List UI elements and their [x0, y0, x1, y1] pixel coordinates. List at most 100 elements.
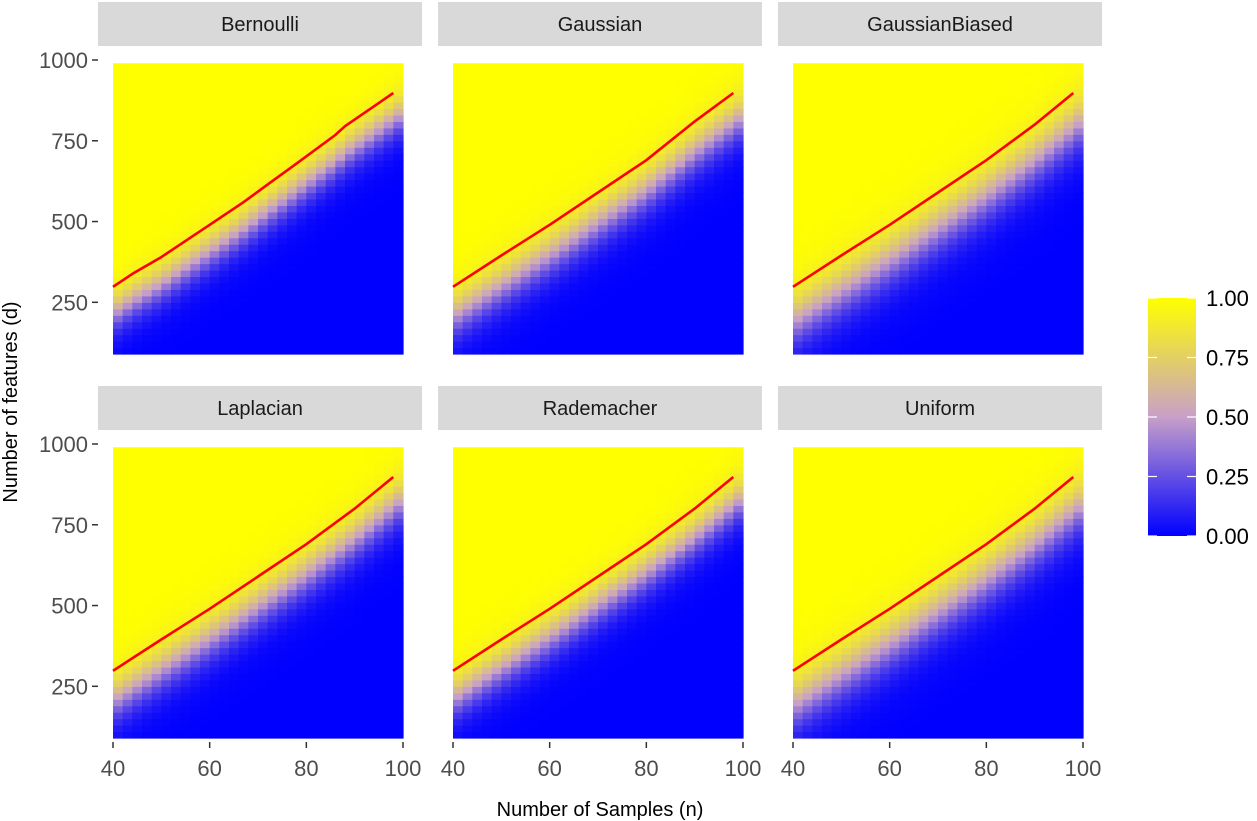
heatmap-cell — [296, 140, 307, 148]
heatmap-cell — [889, 134, 900, 142]
heatmap-cell — [1044, 257, 1055, 265]
heatmap-cell — [229, 595, 240, 603]
heatmap-cell — [209, 237, 220, 245]
heatmap-cell — [607, 69, 618, 77]
heatmap-cell — [870, 218, 881, 226]
heatmap-cell — [335, 192, 346, 200]
heatmap-cell — [161, 257, 172, 265]
heatmap-cell — [462, 231, 473, 239]
heatmap-cell — [578, 205, 589, 213]
heatmap-cell — [161, 537, 172, 545]
heatmap-cell — [1063, 282, 1074, 290]
heatmap-cell — [267, 211, 278, 219]
heatmap-cell — [161, 270, 172, 278]
heatmap-cell — [180, 518, 191, 526]
heatmap-cell — [704, 224, 715, 232]
heatmap-cell — [812, 108, 823, 116]
heatmap-cell — [909, 224, 920, 232]
heatmap-cell — [238, 466, 249, 474]
heatmap-cell — [238, 453, 249, 461]
heatmap-cell — [209, 250, 220, 258]
heatmap-cell — [238, 82, 249, 90]
heatmap-cell — [248, 453, 259, 461]
heatmap-cell — [918, 282, 929, 290]
heatmap-cell — [1044, 205, 1055, 213]
heatmap-cell — [180, 341, 191, 349]
heatmap-cell — [549, 282, 560, 290]
heatmap-cell — [209, 511, 220, 519]
heatmap-cell — [287, 270, 298, 278]
heatmap-cell — [860, 276, 871, 284]
heatmap-cell — [364, 315, 375, 323]
heatmap-cell — [238, 705, 249, 713]
heatmap-cell — [793, 69, 804, 77]
heatmap-cell — [238, 479, 249, 487]
heatmap-cell — [501, 347, 512, 355]
heatmap-cell — [733, 69, 744, 77]
heatmap-cell — [258, 224, 269, 232]
heatmap-cell — [656, 211, 667, 219]
heatmap-cell — [588, 121, 599, 129]
heatmap-cell — [578, 153, 589, 161]
heatmap-cell — [472, 127, 483, 135]
heatmap-cell — [501, 147, 512, 155]
heatmap-cell — [248, 205, 259, 213]
heatmap-cell — [598, 347, 609, 355]
heatmap-cell — [267, 289, 278, 297]
heatmap-cell — [1005, 82, 1016, 90]
heatmap-cell — [1044, 173, 1055, 181]
heatmap-cell — [453, 270, 464, 278]
heatmap-cell — [520, 114, 531, 122]
heatmap-cell — [617, 95, 628, 103]
heatmap-cell — [1015, 108, 1026, 116]
heatmap-cell — [258, 179, 269, 187]
heatmap-cell — [976, 244, 987, 252]
heatmap-cell — [180, 186, 191, 194]
heatmap-cell — [976, 147, 987, 155]
heatmap-cell — [277, 492, 288, 500]
heatmap-cell — [909, 321, 920, 329]
heatmap-cell — [938, 211, 949, 219]
heatmap-cell — [685, 224, 696, 232]
heatmap-cell — [1073, 295, 1084, 303]
heatmap-cell — [656, 224, 667, 232]
heatmap-cell — [482, 63, 493, 71]
heatmap-cell — [938, 95, 949, 103]
heatmap-cell — [1073, 69, 1084, 77]
heatmap-cell — [646, 347, 657, 355]
heatmap-cell — [704, 211, 715, 219]
heatmap-cell — [161, 147, 172, 155]
heatmap-cell — [714, 224, 725, 232]
heatmap-cell — [1025, 276, 1036, 284]
heatmap-cell — [462, 257, 473, 265]
heatmap-cell — [482, 270, 493, 278]
heatmap-cell — [685, 179, 696, 187]
heatmap-cell — [180, 531, 191, 539]
heatmap-cell — [462, 114, 473, 122]
heatmap-cell — [132, 570, 143, 578]
heatmap-cell — [947, 231, 958, 239]
heatmap-cell — [675, 328, 686, 336]
heatmap-cell — [802, 127, 813, 135]
heatmap-cell — [113, 479, 124, 487]
heatmap-cell — [909, 341, 920, 349]
heatmap-cell — [306, 270, 317, 278]
heatmap-cell — [229, 576, 240, 584]
heatmap-cell — [501, 179, 512, 187]
heatmap-cell — [501, 198, 512, 206]
heatmap-cell — [335, 95, 346, 103]
heatmap-cell — [947, 173, 958, 181]
heatmap-cell — [316, 76, 327, 84]
heatmap-cell — [142, 473, 153, 481]
heatmap-cell — [267, 295, 278, 303]
heatmap-cell — [1015, 166, 1026, 174]
heatmap-cell — [1015, 257, 1026, 265]
heatmap-cell — [209, 718, 220, 726]
heatmap-cell — [151, 582, 162, 590]
heatmap-cell — [1073, 108, 1084, 116]
heatmap-cell — [113, 679, 124, 687]
heatmap-cell — [598, 257, 609, 265]
heatmap-cell — [714, 160, 725, 168]
heatmap-cell — [142, 595, 153, 603]
heatmap-cell — [656, 237, 667, 245]
